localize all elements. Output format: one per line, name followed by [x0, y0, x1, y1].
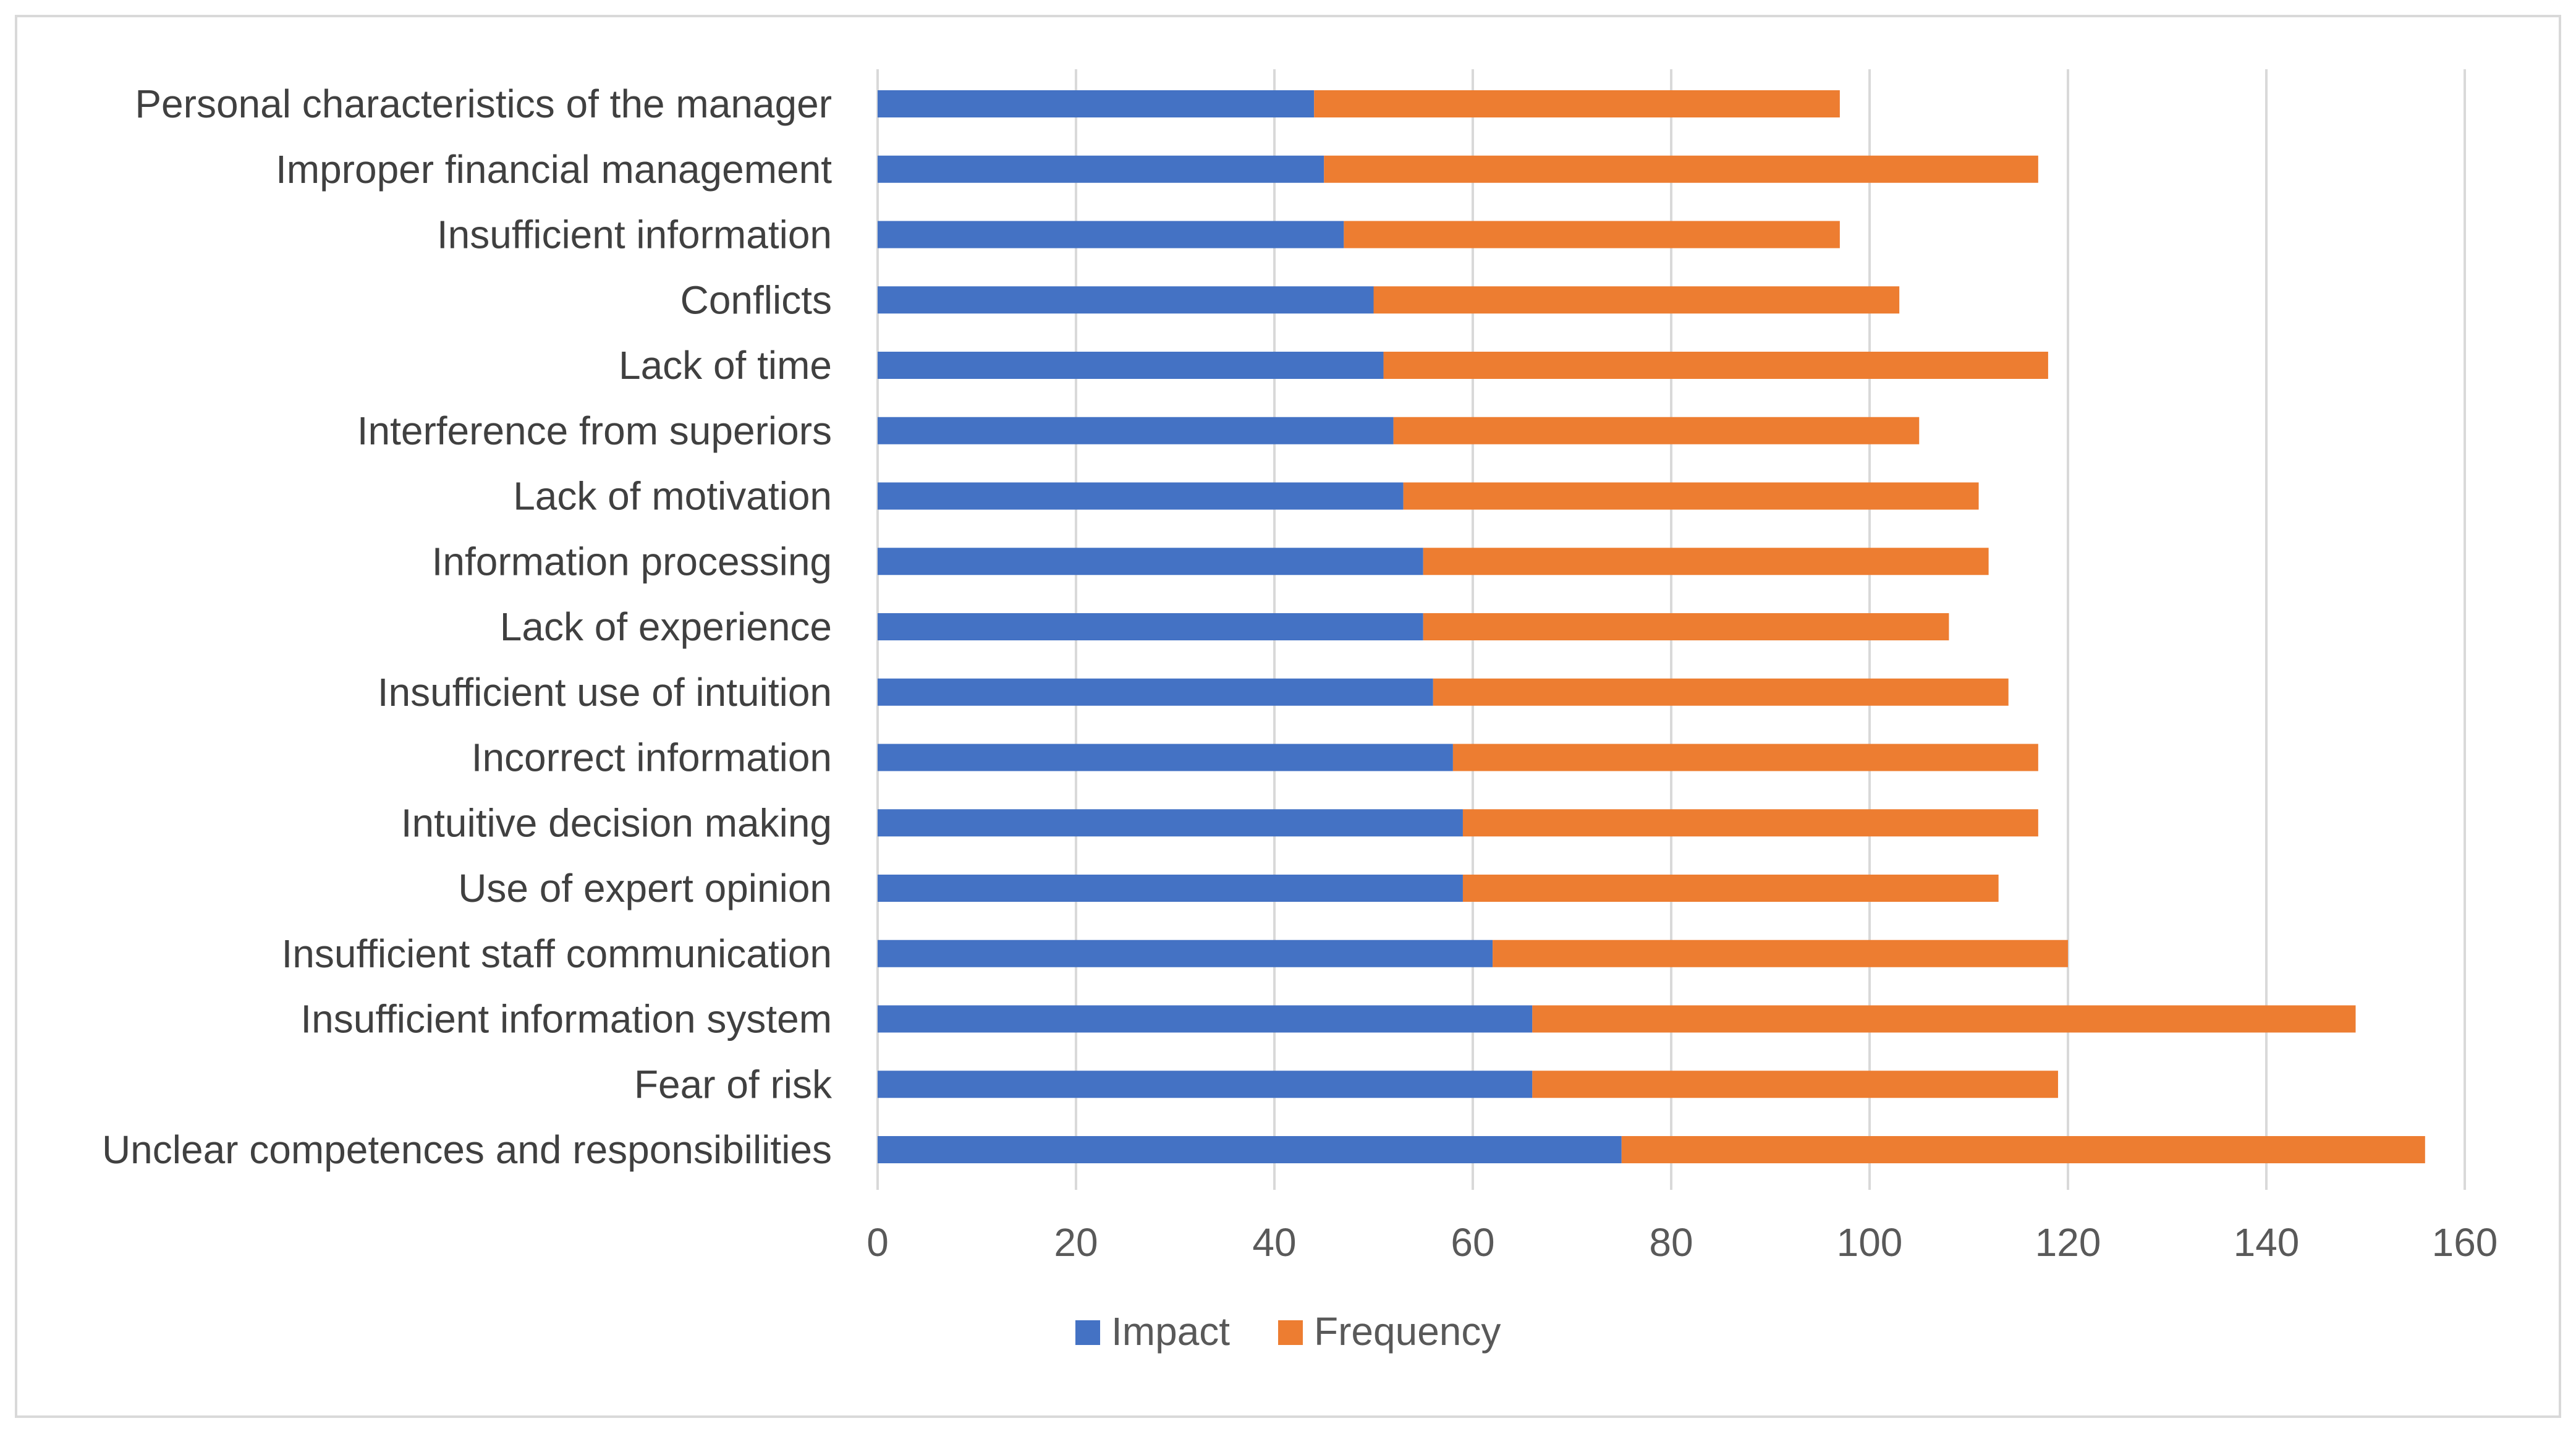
bar-impact-10: [878, 744, 1453, 771]
bar-frequency-9: [1433, 678, 2009, 706]
bar-impact-5: [878, 417, 1394, 444]
x-tick-label: 20: [1054, 1220, 1098, 1265]
bar-frequency-12: [1462, 875, 1999, 902]
bar-frequency-2: [1344, 221, 1840, 248]
category-label: Lack of experience: [500, 605, 832, 649]
category-label: Information processing: [432, 539, 832, 583]
bar-impact-6: [878, 482, 1404, 510]
category-label: Incorrect information: [472, 736, 832, 780]
category-label: Insufficient information system: [300, 997, 832, 1042]
category-label: Interference from superiors: [357, 409, 832, 453]
x-tick-label: 160: [2432, 1220, 2498, 1265]
x-tick-label: 80: [1649, 1220, 1693, 1265]
legend-swatch-frequency: [1278, 1320, 1303, 1345]
bar-frequency-4: [1383, 352, 2048, 379]
bar-impact-16: [878, 1136, 1622, 1163]
category-label: Lack of motivation: [513, 474, 832, 519]
category-label: Improper financial management: [276, 147, 832, 192]
category-label: Conflicts: [680, 278, 832, 322]
x-tick-label: 0: [866, 1220, 889, 1265]
bar-frequency-3: [1373, 286, 1900, 314]
category-label: Insufficient use of intuition: [378, 670, 832, 715]
x-axis-tick-labels: 0 20 40 60 80 100 120 140 160: [866, 1220, 2498, 1265]
bar-impact-4: [878, 352, 1384, 379]
bar-impact-9: [878, 678, 1433, 706]
x-tick-label: 60: [1451, 1220, 1494, 1265]
legend-label-frequency: Frequency: [1314, 1309, 1501, 1354]
bar-impact-7: [878, 548, 1423, 575]
bar-frequency-5: [1393, 417, 1920, 444]
bar-frequency-7: [1423, 548, 1989, 575]
bar-frequency-0: [1314, 90, 1840, 117]
x-tick-label: 100: [1837, 1220, 1903, 1265]
category-label: Intuitive decision making: [401, 800, 832, 845]
bar-impact-11: [878, 809, 1463, 837]
bar-frequency-13: [1493, 940, 2068, 967]
category-label: Insufficient information: [437, 213, 832, 257]
bar-impact-1: [878, 155, 1324, 183]
bar-frequency-16: [1621, 1136, 2425, 1163]
bar-frequency-1: [1324, 155, 2038, 183]
bar-frequency-8: [1423, 613, 1949, 640]
bar-impact-2: [878, 221, 1344, 248]
category-label: Personal characteristics of the manager: [135, 82, 832, 126]
x-tick-label: 140: [2234, 1220, 2300, 1265]
category-labels: Personal characteristics of the manager I…: [102, 82, 833, 1172]
bar-frequency-11: [1462, 809, 2038, 837]
x-tick-label: 40: [1252, 1220, 1296, 1265]
legend-swatch-impact: [1075, 1320, 1100, 1345]
legend-label-impact: Impact: [1111, 1309, 1230, 1354]
bar-impact-12: [878, 875, 1463, 902]
bar-frequency-15: [1532, 1071, 2058, 1098]
bar-frequency-14: [1532, 1005, 2356, 1033]
bar-impact-8: [878, 613, 1423, 640]
bars: [878, 90, 2425, 1163]
bar-impact-13: [878, 940, 1493, 967]
category-label: Unclear competences and responsibilities: [102, 1127, 832, 1172]
category-label: Use of expert opinion: [458, 866, 832, 910]
category-label: Lack of time: [619, 343, 832, 388]
x-tick-label: 120: [2035, 1220, 2101, 1265]
bar-frequency-10: [1452, 744, 2038, 771]
bar-impact-3: [878, 286, 1374, 314]
category-label: Insufficient staff communication: [281, 931, 832, 976]
category-label: Fear of risk: [634, 1062, 833, 1106]
bar-frequency-6: [1403, 482, 1979, 510]
bar-impact-15: [878, 1071, 1533, 1098]
chart-frame: [15, 15, 2561, 1418]
legend: Impact Frequency: [1075, 1309, 1501, 1354]
bar-impact-0: [878, 90, 1315, 117]
bar-impact-14: [878, 1005, 1533, 1033]
